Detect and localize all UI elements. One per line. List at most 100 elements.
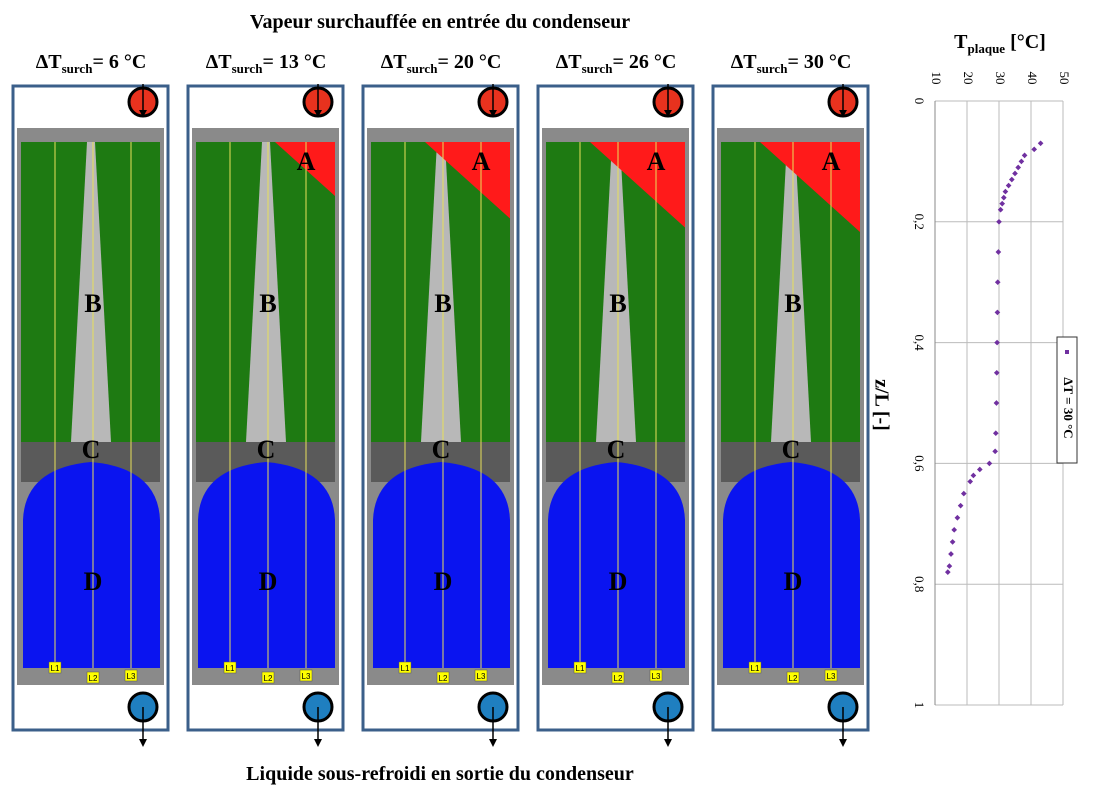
panel-label: ΔTsurch= 20 °C [381,51,502,76]
point [1019,159,1025,165]
liquid-pool [23,462,160,668]
label-delta: ΔT [731,51,758,73]
point [987,461,993,467]
y-tick-label: 0,4 [912,334,927,351]
outlet-head [664,739,672,747]
x-tick-label: 20 [961,72,976,85]
label-sub: surch [232,61,264,76]
probe-label: L3 [127,672,136,681]
point [950,539,956,545]
point [996,219,1002,225]
point [1001,195,1007,201]
point [945,569,951,575]
y-tick-label: 0,6 [912,455,927,472]
zone-letter: D [784,567,803,596]
probe-label: L2 [614,674,623,683]
zone-letter: C [257,435,276,464]
label-delta: ΔT [381,51,408,73]
outlet-head [139,739,147,747]
outlet-head [839,739,847,747]
label-delta: ΔT [206,51,233,73]
y-tick-label: 0 [912,98,927,105]
panel-label: ΔTsurch= 30 °C [731,51,852,76]
y-tick-label: 1 [912,702,927,709]
zone-letter: D [434,567,453,596]
liquid-pool [548,462,685,668]
label-sub: surch [62,61,94,76]
point [993,430,999,436]
probe-label: L2 [439,674,448,683]
probe-label: L3 [827,672,836,681]
point [1003,189,1009,195]
point [951,527,957,533]
point [1012,171,1018,177]
zone-letter: A [822,147,841,176]
zone-letter: C [82,435,101,464]
label-value: = 6 °C [92,51,146,73]
probe-label: L1 [226,664,235,673]
point [1038,140,1044,146]
y-tick-label: 0,2 [912,214,927,230]
probe-label: L3 [302,672,311,681]
zone-letter: C [607,435,626,464]
x-axis-title: Tplaque [°C] [954,31,1046,56]
zone-letter: A [472,147,491,176]
zone-letter: C [782,435,801,464]
outlet-head [314,739,322,747]
top-title: Vapeur surchauffée en entrée du condense… [250,11,630,33]
liquid-pool [198,462,335,668]
label-value: = 26 °C [612,51,676,73]
panel-label: ΔTsurch= 13 °C [206,51,327,76]
zone-letter: D [259,567,278,596]
legend-label: ΔT = 30 °C [1061,377,1076,438]
x-tick-label: 40 [1025,72,1040,85]
label-sub: surch [757,61,789,76]
zone-letter: C [432,435,451,464]
point [1022,153,1028,159]
point [1031,146,1037,152]
figure: Vapeur surchauffée en entrée du condense… [0,0,1097,786]
label-sub: surch [407,61,439,76]
probe-label: L1 [751,664,760,673]
probe-label: L2 [89,674,98,683]
liquid-pool [723,462,860,668]
point [967,479,973,485]
probe-label: L2 [789,674,798,683]
x-tick-label: 30 [993,72,1008,85]
point [999,201,1005,207]
zone-letter: B [609,289,626,318]
point [1009,177,1015,183]
zone-letter: B [84,289,101,318]
zone-letter: A [647,147,666,176]
probe-label: L1 [51,664,60,673]
point [947,563,953,569]
label-value: = 20 °C [437,51,501,73]
probe-label: L1 [401,664,410,673]
x-title-main: T [954,31,968,53]
x-tick-label: 10 [929,72,944,85]
point [948,551,954,557]
zone-letter: D [84,567,103,596]
point [995,279,1001,285]
probe-label: L3 [652,672,661,681]
label-delta: ΔT [556,51,583,73]
label-delta: ΔT [36,51,63,73]
bottom-title: Liquide sous-refroidi en sortie du conde… [246,763,634,785]
point [996,249,1002,255]
point [971,473,977,479]
zone-letter: A [297,147,316,176]
legend-marker [1065,350,1069,354]
probe-label: L2 [264,674,273,683]
panel-label: ΔTsurch= 6 °C [36,51,147,76]
point [955,515,961,521]
y-tick-label: 0,8 [912,576,927,592]
point [992,448,998,454]
outlet-head [489,739,497,747]
point [961,491,967,497]
zone-letter: B [259,289,276,318]
point [994,400,1000,406]
label-sub: surch [582,61,614,76]
point [977,467,983,473]
probe-label: L1 [576,664,585,673]
x-title-sub: plaque [968,41,1006,56]
